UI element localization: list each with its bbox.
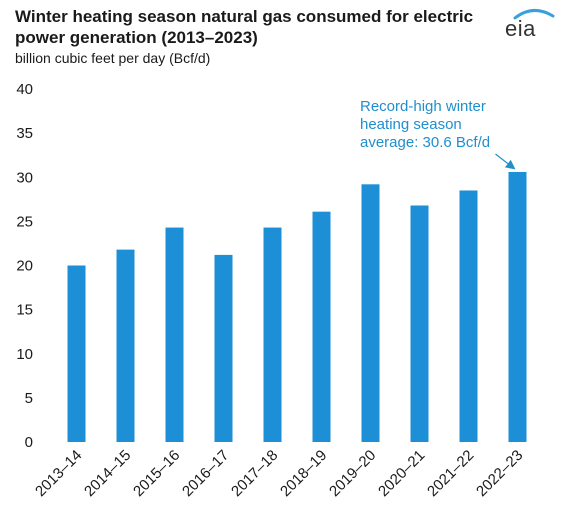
annotation-text: average: 30.6 Bcf/d <box>360 134 490 151</box>
bar <box>361 184 380 442</box>
x-tick-label: 2018–19 <box>277 447 330 500</box>
x-tick-label: 2017–18 <box>228 447 281 500</box>
annotation-arrow <box>495 153 516 170</box>
x-tick-label: 2020–21 <box>375 447 428 500</box>
logo-text: eia <box>505 16 536 41</box>
y-tick-label: 0 <box>25 434 33 451</box>
x-tick-label: 2015–16 <box>130 447 183 500</box>
y-tick-label: 10 <box>16 346 33 363</box>
y-tick-label: 40 <box>16 81 33 98</box>
bar <box>116 249 135 442</box>
eia-logo: eia <box>505 6 561 42</box>
y-tick-label: 5 <box>25 390 33 407</box>
annotation-text: Record-high winter <box>360 98 486 115</box>
bar <box>67 265 86 442</box>
bar <box>410 205 429 442</box>
x-tick-label: 2021–22 <box>424 447 477 500</box>
y-tick-label: 25 <box>16 213 33 230</box>
bar <box>165 227 184 442</box>
bar <box>508 171 527 442</box>
x-tick-label: 2019–20 <box>326 447 379 500</box>
y-tick-label: 15 <box>16 302 33 319</box>
y-tick-label: 30 <box>16 169 33 186</box>
chart-subtitle: billion cubic feet per day (Bcf/d) <box>15 50 211 66</box>
y-tick-label: 35 <box>16 125 33 142</box>
bar <box>459 190 478 442</box>
logo-arc-icon <box>513 9 555 20</box>
x-tick-label: 2013–14 <box>32 447 85 500</box>
y-tick-label: 20 <box>16 258 33 275</box>
bar <box>312 211 331 442</box>
x-tick-label: 2014–15 <box>81 447 134 500</box>
bar <box>263 227 282 442</box>
x-tick-label: 2022–23 <box>473 447 526 500</box>
chart-title: Winter heating season natural gas consum… <box>15 7 474 47</box>
x-tick-label: 2016–17 <box>179 447 232 500</box>
annotation-text: heating season <box>360 116 462 133</box>
bar <box>214 254 233 442</box>
